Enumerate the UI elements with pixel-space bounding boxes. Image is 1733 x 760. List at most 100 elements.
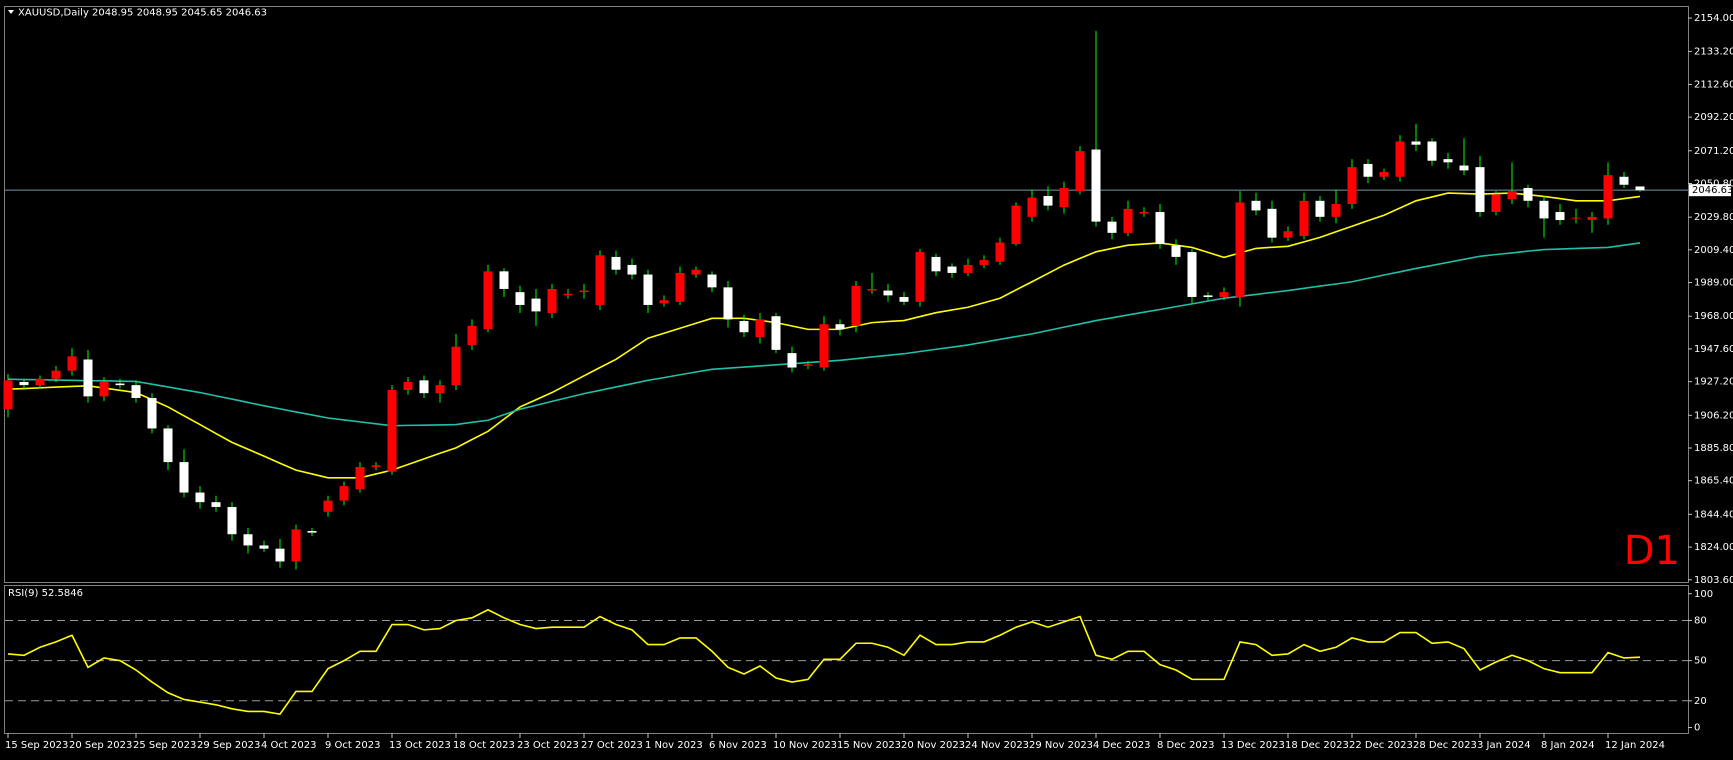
- last-price-box: [1689, 184, 1731, 197]
- y-tick-label: 1927.20: [1694, 377, 1733, 388]
- candle-body: [179, 462, 189, 493]
- candle-body: [1363, 163, 1373, 177]
- candle-body: [1587, 216, 1597, 221]
- candle-body: [867, 288, 877, 291]
- x-tick-label: 13 Oct 2023: [389, 740, 451, 751]
- candle-body: [1027, 197, 1037, 217]
- chart-title: XAUUSD,Daily 2048.95 2048.95 2045.65 204…: [18, 8, 267, 19]
- candle-body: [131, 385, 141, 398]
- candle-body: [691, 269, 701, 275]
- candle-body: [1187, 252, 1197, 297]
- candle-body: [659, 300, 669, 304]
- x-tick-label: 4 Oct 2023: [261, 740, 316, 751]
- x-tick-label: 24 Nov 2023: [965, 740, 1029, 751]
- x-tick-label: 20 Nov 2023: [901, 740, 965, 751]
- x-tick-label: 23 Oct 2023: [517, 740, 579, 751]
- y-tick-label: 100: [1694, 589, 1713, 600]
- candle-body: [963, 264, 973, 273]
- candle-body: [723, 287, 733, 320]
- candle-body: [275, 548, 285, 562]
- candle-body: [627, 264, 637, 275]
- y-tick-label: 1906.20: [1694, 410, 1733, 421]
- candle-body: [1203, 295, 1213, 297]
- candle-body: [1043, 195, 1053, 206]
- candle-body: [755, 319, 765, 338]
- y-tick-label: 2112.60: [1694, 79, 1733, 90]
- candle-body: [83, 359, 93, 397]
- y-tick-label: 0: [1694, 723, 1700, 734]
- y-tick-label: 20: [1694, 696, 1707, 707]
- y-tick-label: 1803.60: [1694, 575, 1733, 586]
- candle-body: [675, 272, 685, 302]
- candle-body: [1347, 167, 1357, 205]
- y-tick-label: 2133.20: [1694, 46, 1733, 57]
- candle-body: [1171, 245, 1181, 257]
- x-tick-label: 8 Jan 2024: [1541, 740, 1595, 751]
- x-tick-label: 28 Dec 2023: [1413, 740, 1477, 751]
- candle-body: [979, 260, 989, 265]
- rsi-pane-frame: [4, 585, 1689, 734]
- x-tick-label: 27 Oct 2023: [581, 740, 643, 751]
- y-tick-label: 2009.40: [1694, 245, 1733, 256]
- candle-body: [771, 316, 781, 350]
- candle-body: [1539, 200, 1549, 219]
- candle-body: [1411, 141, 1421, 145]
- candle-body: [1459, 165, 1469, 171]
- x-tick-label: 12 Jan 2024: [1605, 740, 1665, 751]
- candle-body: [1555, 212, 1565, 221]
- x-tick-label: 18 Oct 2023: [453, 740, 515, 751]
- candle-body: [1299, 200, 1309, 237]
- x-tick-label: 4 Dec 2023: [1093, 740, 1151, 751]
- candle-body: [611, 256, 621, 270]
- candle-body: [195, 492, 205, 503]
- candle-body: [435, 385, 445, 394]
- candle-body: [51, 370, 61, 379]
- candle-body: [787, 353, 797, 368]
- candle-body: [3, 380, 13, 410]
- candle-body: [451, 346, 461, 386]
- rsi-line: [7, 608, 1641, 716]
- candle-body: [1283, 231, 1293, 238]
- y-tick-label: 1989.00: [1694, 278, 1733, 289]
- x-tick-label: 29 Nov 2023: [1029, 740, 1093, 751]
- candle-body: [35, 378, 45, 386]
- x-tick-label: 13 Dec 2023: [1221, 740, 1285, 751]
- x-tick-label: 10 Nov 2023: [773, 740, 837, 751]
- candle-body: [1507, 191, 1517, 200]
- y-tick-label: 1947.60: [1694, 344, 1733, 355]
- candle-body: [1571, 217, 1581, 219]
- candle-body: [595, 255, 605, 305]
- candle-body: [819, 324, 829, 368]
- candle-body: [371, 465, 381, 467]
- candle-body: [1251, 200, 1261, 211]
- y-tick-label: 2050.80: [1694, 178, 1733, 189]
- y-tick-label: 2029.80: [1694, 212, 1733, 223]
- candle-body: [803, 364, 813, 366]
- candle-body: [1235, 202, 1245, 297]
- candle-body: [1075, 151, 1085, 192]
- candle-body: [851, 285, 861, 326]
- candle-body: [1475, 167, 1485, 213]
- candle-body: [835, 324, 845, 330]
- rsi-title: RSI(9) 52.5846: [8, 588, 83, 599]
- x-tick-label: 3 Jan 2024: [1477, 740, 1531, 751]
- candle-body: [1331, 204, 1341, 217]
- candle-body: [1427, 141, 1437, 161]
- candle-body: [483, 271, 493, 330]
- x-tick-label: 15 Sep 2023: [5, 740, 68, 751]
- candle-body: [995, 242, 1005, 262]
- x-tick-label: 20 Sep 2023: [69, 740, 132, 751]
- candle-body: [1011, 205, 1021, 245]
- x-tick-label: 18 Dec 2023: [1285, 740, 1349, 751]
- candle-body: [307, 531, 317, 533]
- x-tick-label: 1 Nov 2023: [645, 740, 703, 751]
- x-tick-label: 22 Dec 2023: [1349, 740, 1413, 751]
- candle-body: [291, 529, 301, 562]
- candle-body: [1315, 200, 1325, 217]
- candle-body: [883, 290, 893, 296]
- candle-body: [915, 252, 925, 302]
- candle-body: [339, 486, 349, 501]
- candle-body: [1443, 159, 1453, 163]
